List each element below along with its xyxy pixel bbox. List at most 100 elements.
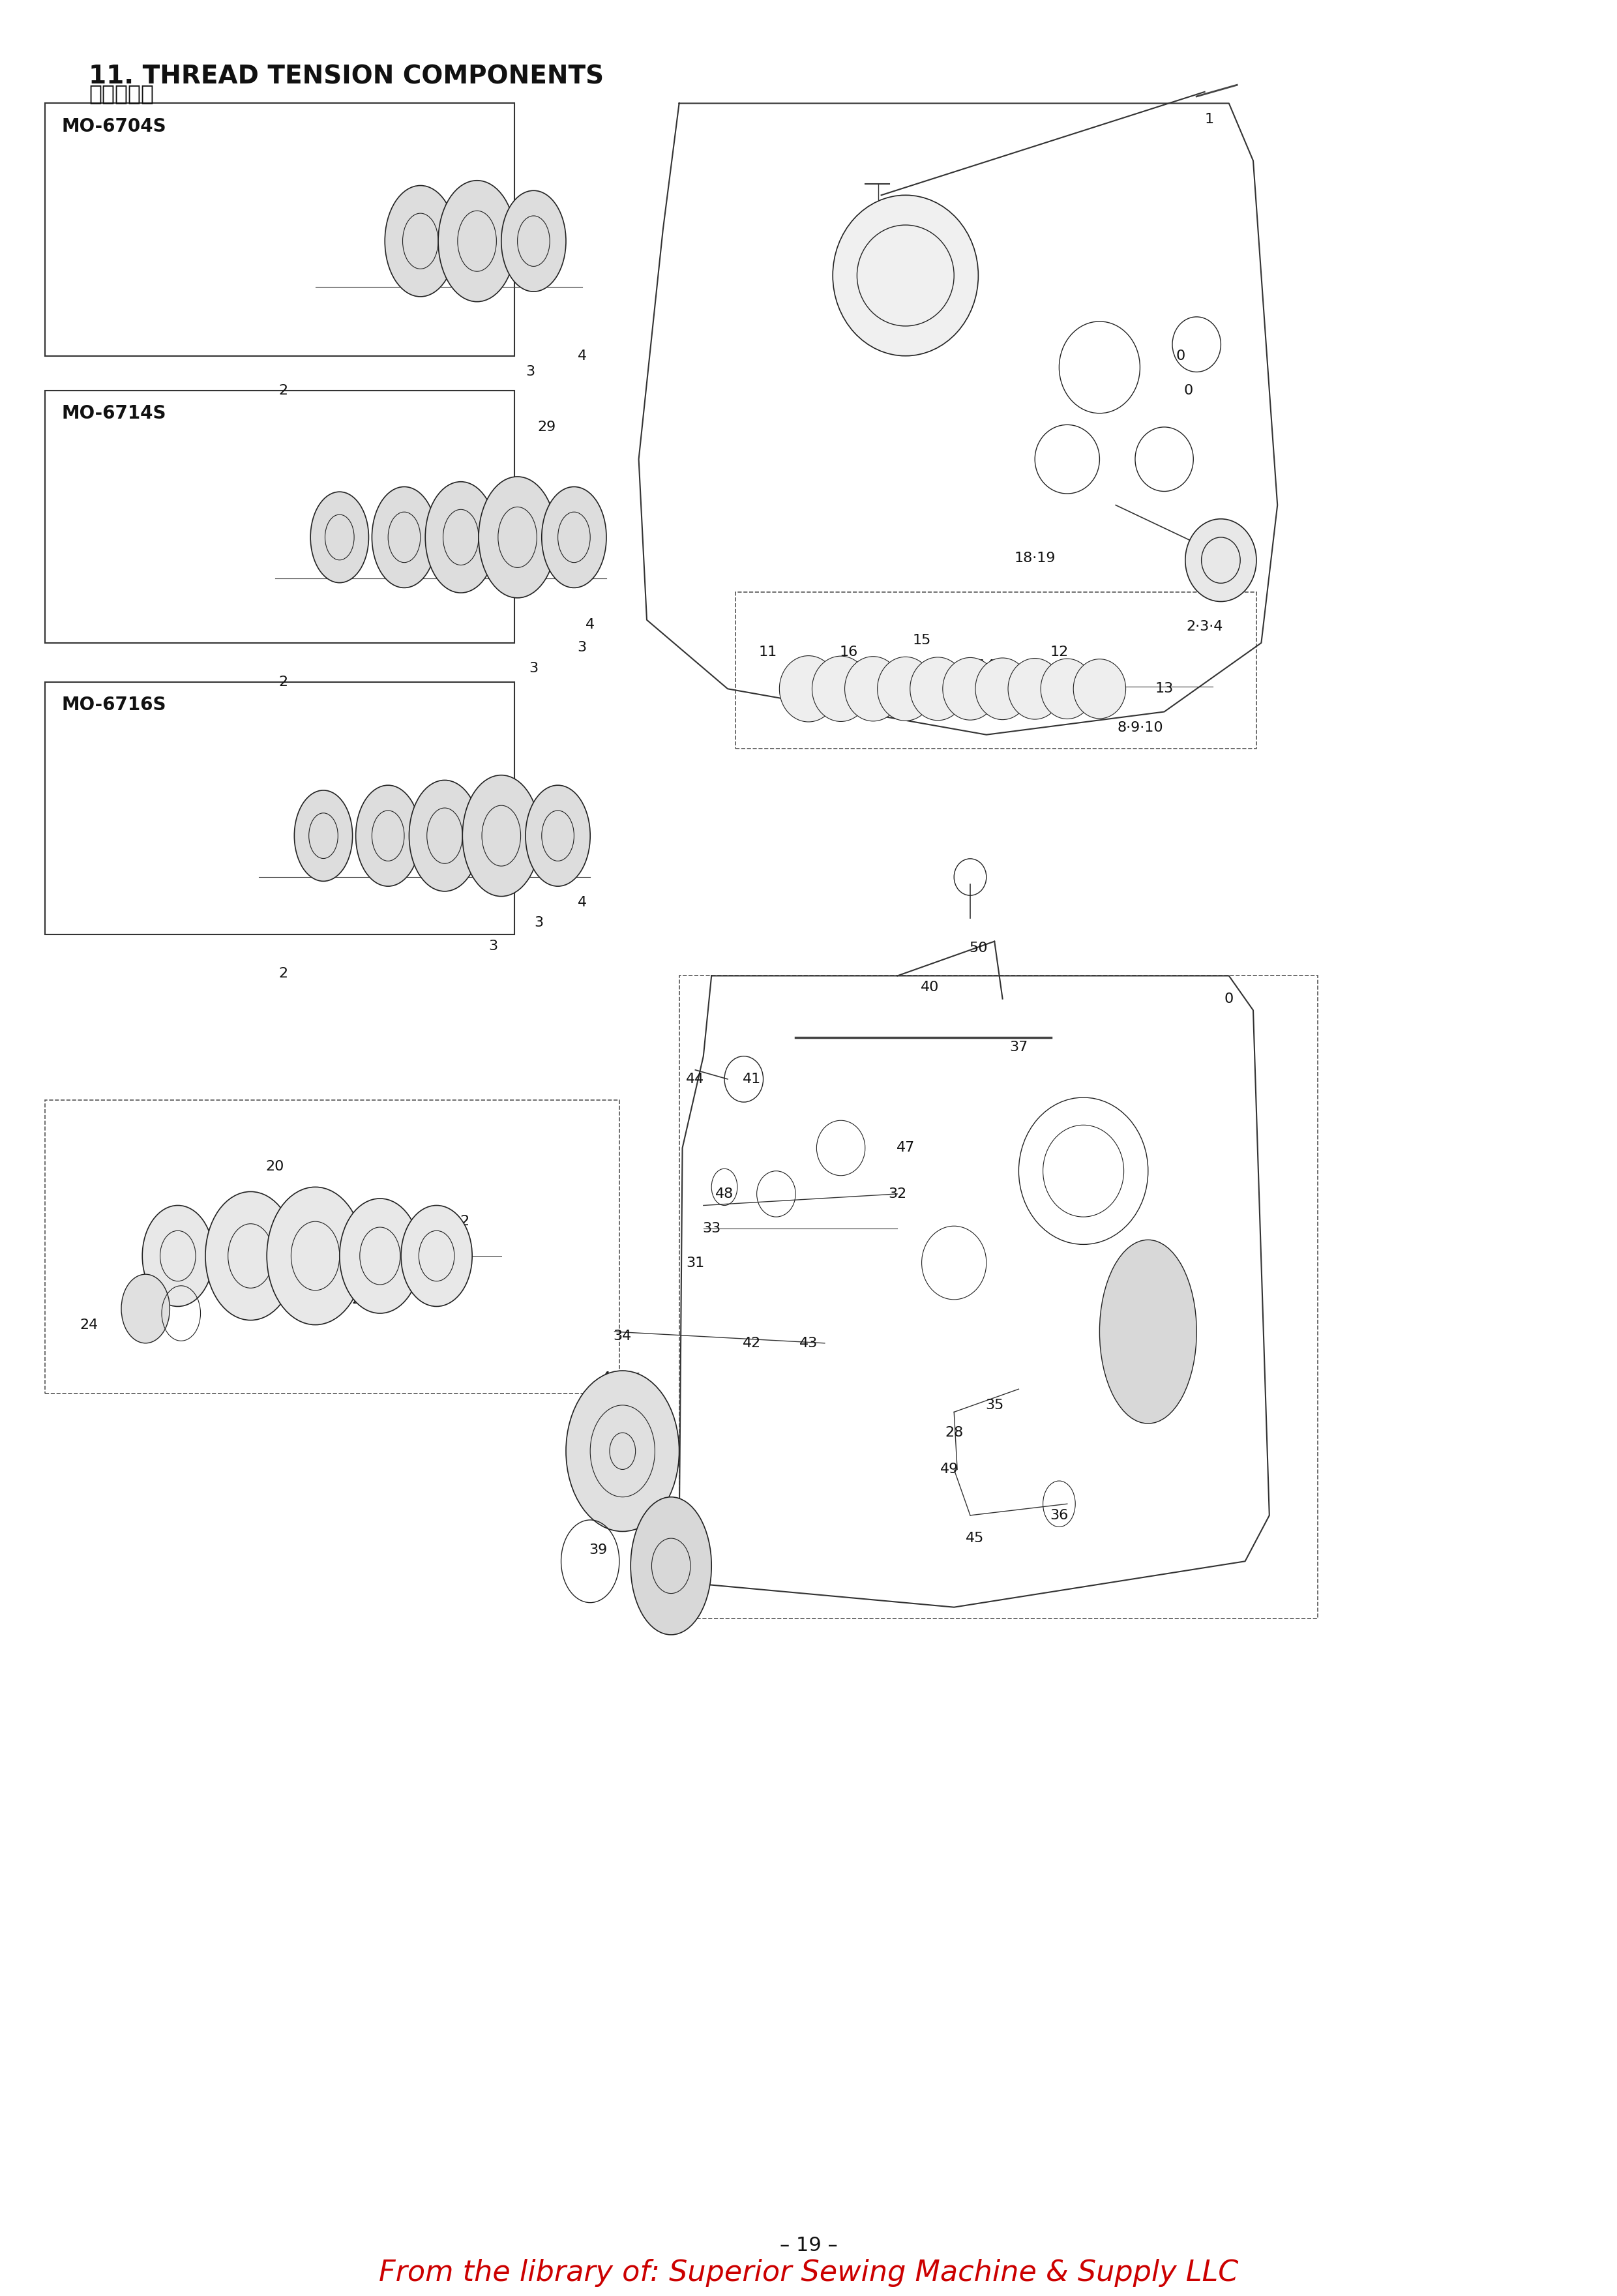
Ellipse shape [844,657,902,721]
Text: 34: 34 [613,1329,632,1343]
Text: 糸調子関係: 糸調子関係 [89,83,154,103]
Text: 17: 17 [602,1433,621,1446]
Text: 12: 12 [1049,645,1069,659]
Text: 21: 21 [343,1215,362,1228]
Text: 15: 15 [912,634,931,647]
Text: 30: 30 [863,239,883,253]
Text: 38: 38 [661,1543,681,1557]
Text: 11: 11 [758,645,778,659]
Text: 16: 16 [839,645,859,659]
Ellipse shape [294,790,353,882]
Text: 0: 0 [1224,992,1234,1006]
Ellipse shape [462,776,540,895]
Bar [45,390,514,643]
Text: 3: 3 [529,661,538,675]
Ellipse shape [340,1199,420,1313]
Text: 35: 35 [985,1398,1004,1412]
Text: 46: 46 [602,1371,621,1384]
Text: 29: 29 [537,420,556,434]
Bar [45,682,514,934]
Ellipse shape [526,785,590,886]
Text: MO-6714S: MO-6714S [61,404,167,422]
Ellipse shape [425,482,496,592]
Ellipse shape [1100,1240,1197,1424]
Text: 27: 27 [351,1293,370,1306]
Text: 2: 2 [278,383,288,397]
Text: 25: 25 [286,1293,306,1306]
Text: From the library of: Superior Sewing Machine & Supply LLC: From the library of: Superior Sewing Mac… [378,2259,1239,2287]
Text: 5·6·7: 5·6·7 [1049,691,1085,705]
Text: 39: 39 [589,1543,608,1557]
Text: 20: 20 [265,1159,285,1173]
Ellipse shape [878,657,933,721]
Ellipse shape [1041,659,1093,719]
Text: 22: 22 [451,1215,471,1228]
Text: 11. THREAD TENSION COMPONENTS: 11. THREAD TENSION COMPONENTS [89,64,605,90]
Ellipse shape [267,1187,364,1325]
Text: 43: 43 [799,1336,818,1350]
Text: 1: 1 [1205,113,1214,126]
Ellipse shape [142,1205,213,1306]
Ellipse shape [943,657,998,721]
Text: 36: 36 [1049,1508,1069,1522]
Text: MO-6704S: MO-6704S [61,117,167,135]
Ellipse shape [401,1205,472,1306]
Ellipse shape [385,186,456,296]
Ellipse shape [205,1192,296,1320]
Text: 37: 37 [1009,1040,1028,1054]
Ellipse shape [1007,659,1062,719]
Text: 26: 26 [230,1302,249,1316]
Text: 4: 4 [577,349,587,363]
Text: 4: 4 [577,895,587,909]
Ellipse shape [310,491,369,583]
Text: 33: 33 [702,1221,721,1235]
Ellipse shape [910,657,965,721]
Text: 32: 32 [888,1187,907,1201]
Ellipse shape [438,181,516,301]
Text: 2: 2 [278,675,288,689]
Ellipse shape [409,781,480,891]
Text: 44: 44 [686,1072,705,1086]
Ellipse shape [812,657,870,721]
Bar [736,592,1256,748]
Ellipse shape [121,1274,170,1343]
Ellipse shape [356,785,420,886]
Ellipse shape [566,1371,679,1531]
Ellipse shape [1074,659,1125,719]
Text: 50: 50 [969,941,988,955]
Text: 0: 0 [1184,383,1193,397]
Text: 28: 28 [944,1426,964,1440]
Ellipse shape [631,1497,711,1635]
Bar [679,976,1318,1619]
Text: 45: 45 [965,1531,985,1545]
Text: 13: 13 [1155,682,1174,696]
Text: 42: 42 [742,1336,762,1350]
Ellipse shape [779,657,838,721]
Text: – 19 –: – 19 – [779,2236,838,2255]
Text: 49: 49 [939,1463,959,1476]
Text: 40: 40 [920,980,939,994]
Text: 2: 2 [278,967,288,980]
Bar [45,1100,619,1394]
Text: 48: 48 [715,1187,734,1201]
Ellipse shape [542,487,606,588]
Text: 8·9·10: 8·9·10 [1117,721,1163,735]
Text: 3: 3 [488,939,498,953]
Ellipse shape [833,195,978,356]
Text: 3: 3 [526,365,535,379]
Text: 31: 31 [686,1256,705,1270]
Text: MO-6716S: MO-6716S [61,696,167,714]
Ellipse shape [975,659,1030,719]
Text: 41: 41 [742,1072,762,1086]
Text: 3: 3 [534,916,543,930]
Text: 0: 0 [1176,349,1185,363]
Ellipse shape [479,478,556,597]
Text: 2·3·4: 2·3·4 [1187,620,1222,634]
Ellipse shape [372,487,437,588]
Text: 18·19: 18·19 [1014,551,1056,565]
Text: 24: 24 [79,1318,99,1332]
Bar [45,103,514,356]
Text: 23: 23 [378,1247,398,1261]
Ellipse shape [1185,519,1256,602]
Text: 4: 4 [585,618,595,631]
